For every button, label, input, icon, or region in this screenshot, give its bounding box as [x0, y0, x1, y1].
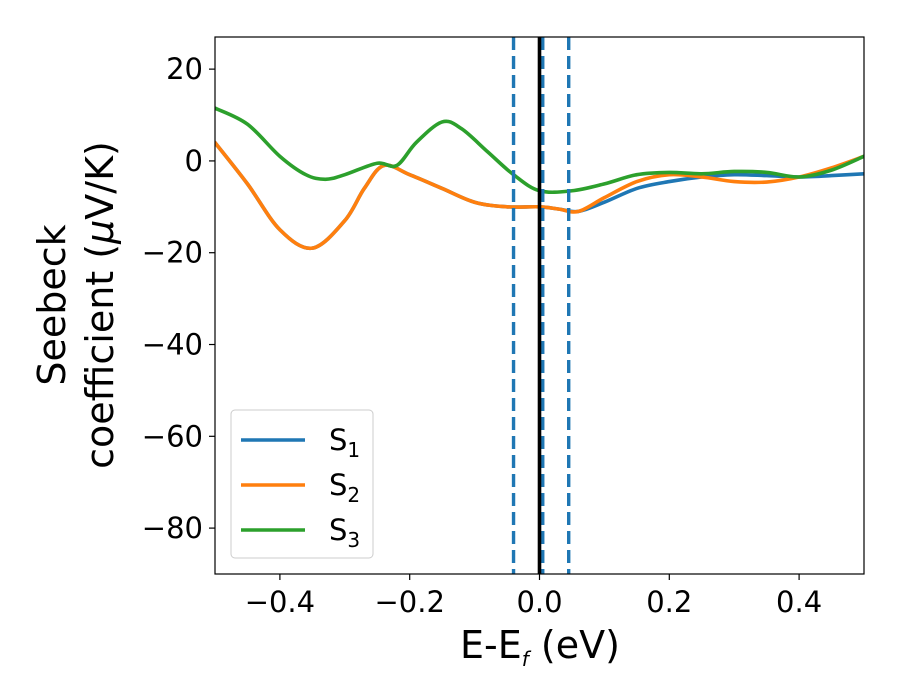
legend-items: S1 S2 S3 [241, 423, 360, 552]
legend-label-s2: S2 [329, 468, 360, 507]
x-axis-title: E-Ef (eV) [460, 623, 620, 671]
x-axis-title-main: E-E [460, 623, 522, 667]
legend-label-s1: S1 [329, 423, 360, 462]
y-axis-ticks: 20 0 −20 −40 −60 −80 [142, 52, 215, 545]
y-axis-title-prefix: coefficient ( [78, 244, 122, 469]
legend: S1 S2 S3 [230, 409, 374, 559]
legend-label-s3: S3 [329, 513, 360, 552]
x-axis-title-unit: (eV) [529, 623, 620, 667]
y-tick-label: −40 [142, 328, 203, 362]
y-tick-label: −20 [142, 236, 203, 270]
y-tick-label: −80 [142, 511, 203, 545]
x-tick-label: −0.4 [245, 585, 315, 619]
x-tick-label: −0.2 [374, 585, 444, 619]
x-tick-label: 0.0 [516, 585, 562, 619]
y-axis-title-mu: μ [78, 220, 122, 245]
x-tick-label: 0.2 [646, 585, 692, 619]
y-axis-title-unit: V/K) [78, 141, 122, 220]
reference-lines [511, 37, 571, 574]
x-axis-title-subscript: f [522, 647, 532, 671]
x-tick-label: 0.4 [776, 585, 822, 619]
y-tick-label: 20 [166, 52, 203, 86]
series-line-s3 [215, 106, 864, 195]
y-tick-label: 0 [185, 144, 203, 178]
y-tick-label: −60 [142, 419, 203, 453]
y-axis-title-line1: Seebeck [30, 224, 74, 385]
x-axis-ticks: −0.4 −0.2 0.0 0.2 0.4 [245, 574, 822, 619]
y-axis-title-line2: coefficient (μV/K) [78, 141, 122, 469]
